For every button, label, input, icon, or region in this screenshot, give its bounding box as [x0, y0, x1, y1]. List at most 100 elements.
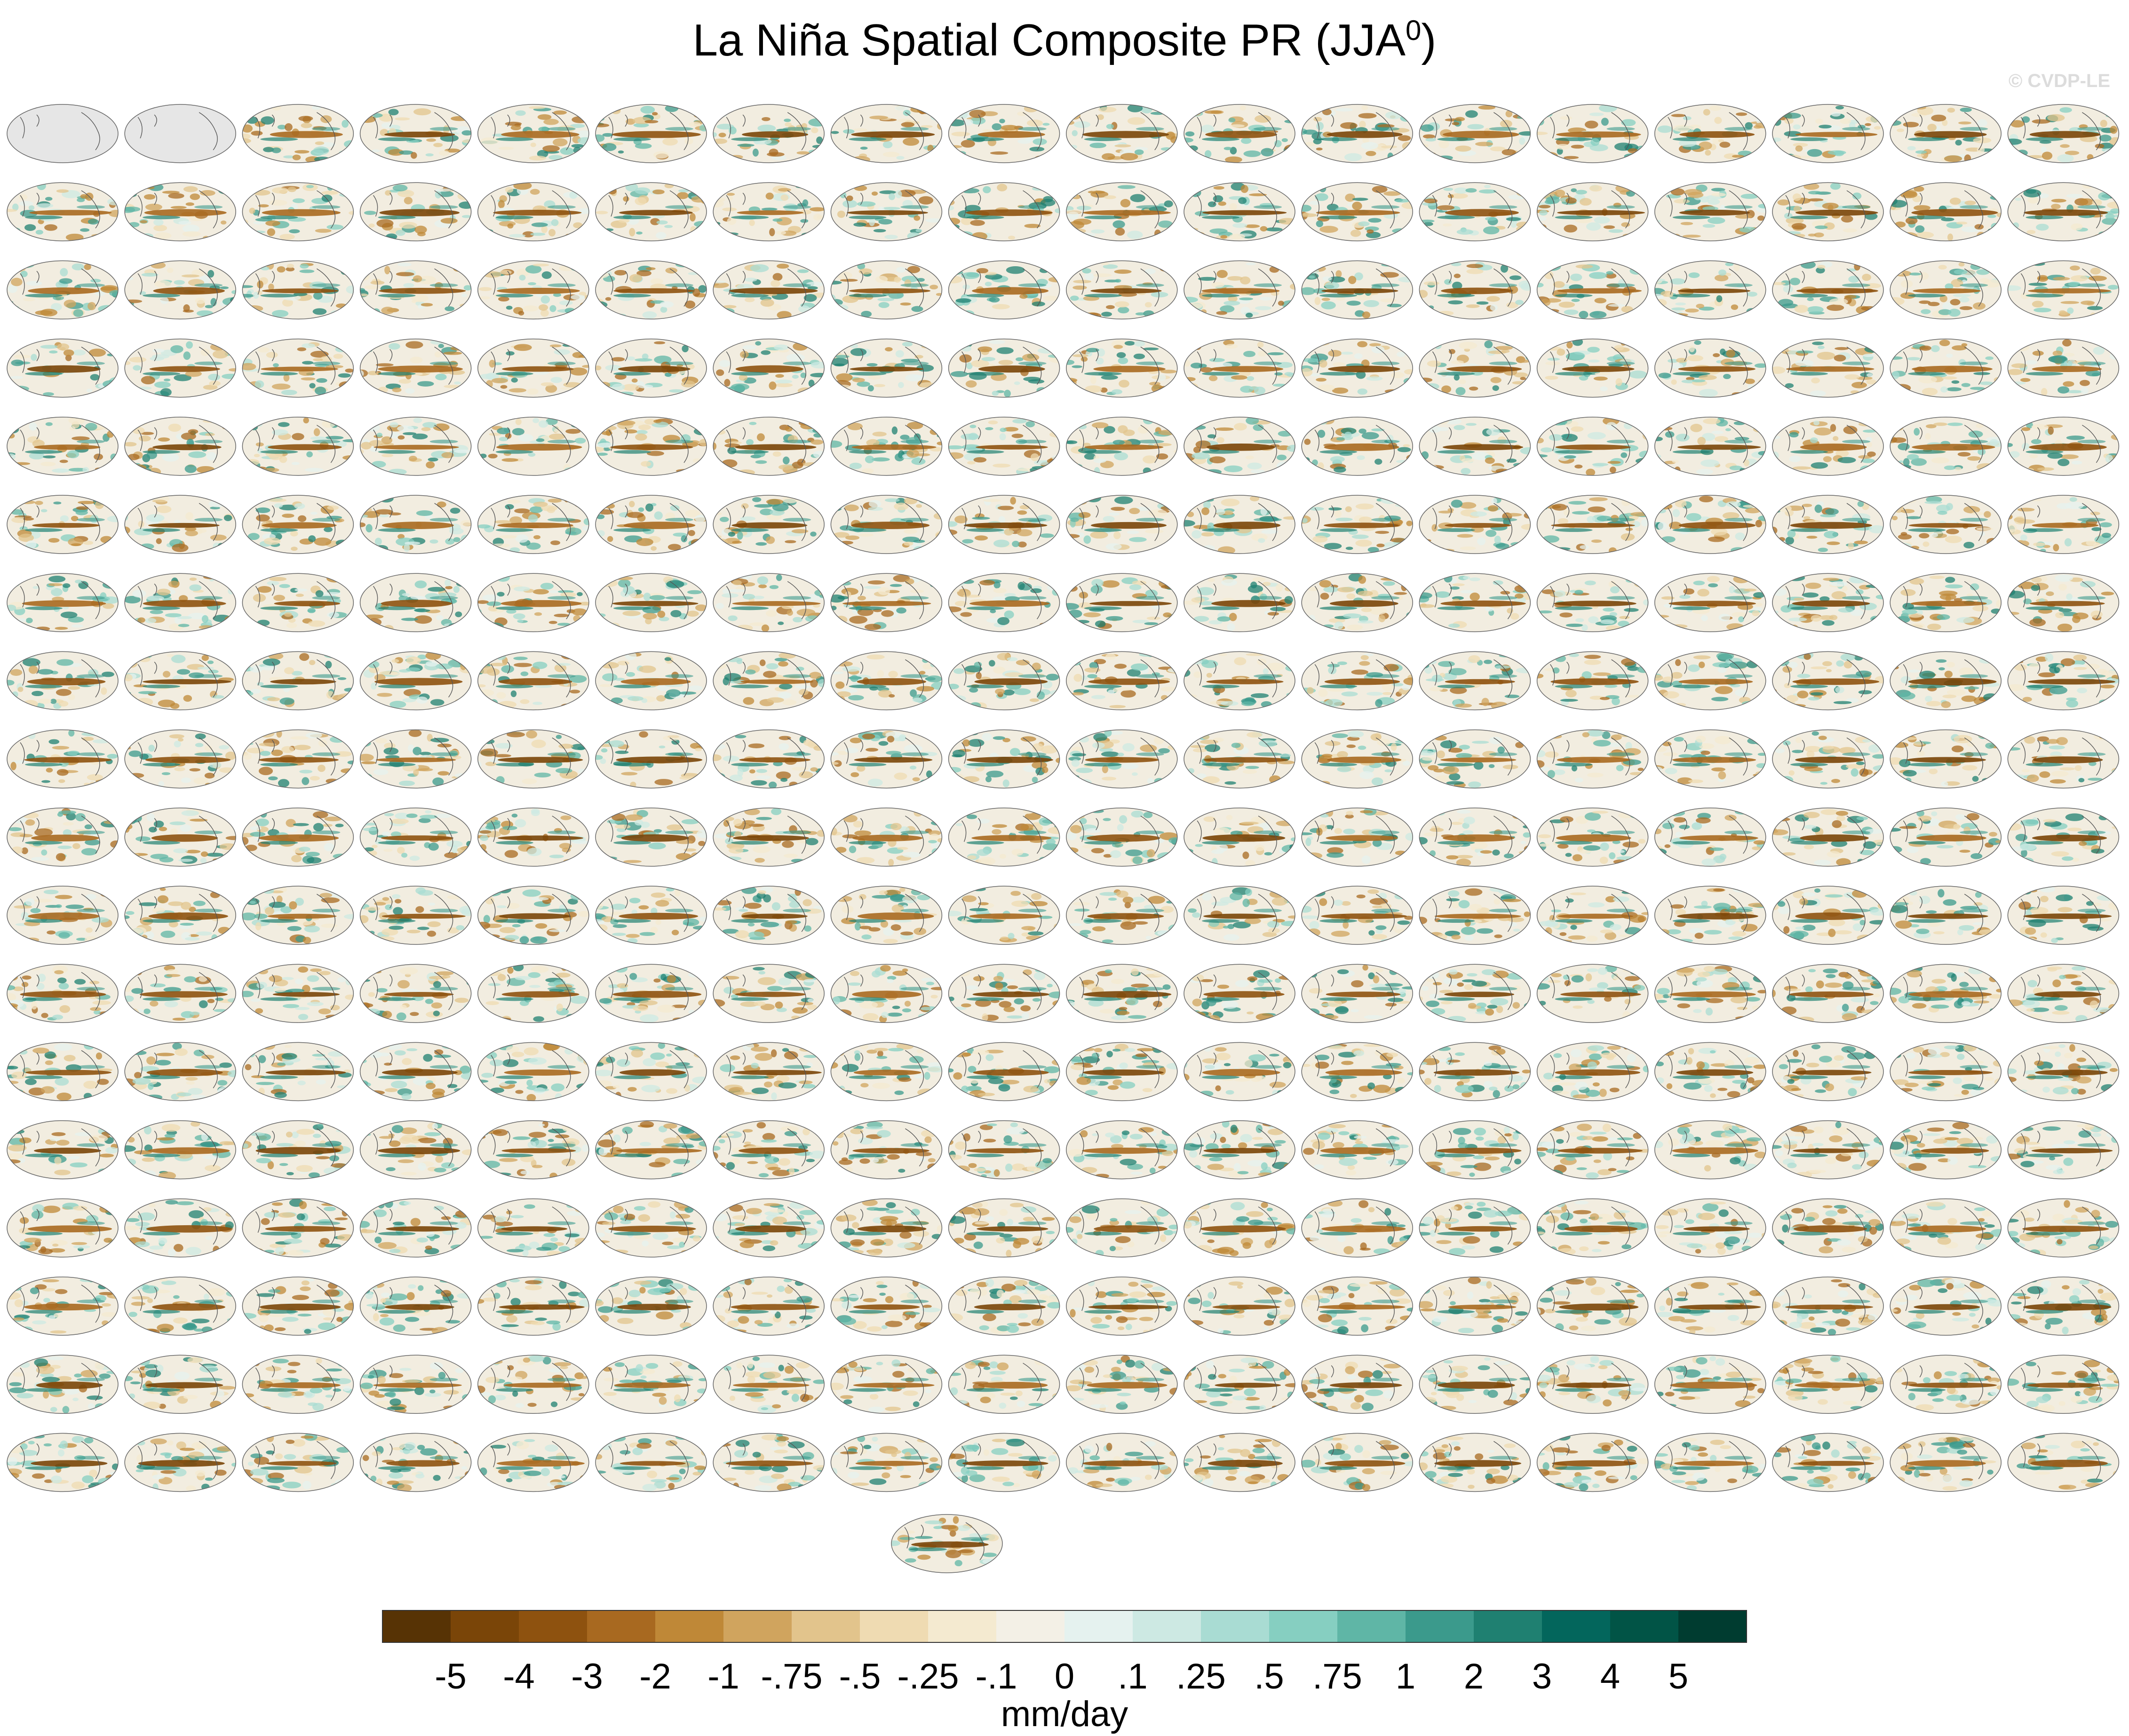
colorbar-tick-label: -2 [639, 1657, 671, 1696]
map-panel [948, 417, 1060, 476]
map-panel [242, 104, 354, 163]
map-panel [242, 886, 354, 945]
map-panel [2007, 1276, 2120, 1336]
map-panel [713, 964, 825, 1023]
map-panel [359, 182, 472, 241]
colorbar-tick-label: 4 [1600, 1657, 1620, 1696]
map-panel [242, 338, 354, 398]
map-panel [1654, 417, 1766, 476]
map-panel [1890, 1276, 2002, 1336]
map-panel [1772, 182, 1884, 241]
map-panel [2007, 260, 2120, 320]
map-panel [124, 1355, 236, 1414]
map-panel [242, 651, 354, 711]
map-panel [1772, 1042, 1884, 1102]
map-panel [1890, 1120, 2002, 1180]
map-panel [359, 729, 472, 789]
map-panel [595, 1198, 707, 1258]
map-panel [477, 1433, 589, 1492]
map-panel [1301, 338, 1413, 398]
map-panel [948, 573, 1060, 632]
map-panel [359, 808, 472, 867]
map-panel [1184, 1355, 1295, 1414]
map-panel [1772, 1433, 1884, 1492]
map-panel [1654, 1120, 1766, 1180]
map-panel [1890, 495, 2002, 554]
map-panel [595, 1042, 707, 1102]
colorbar-tick-label: .1 [1118, 1657, 1147, 1696]
colorbar-swatch [1542, 1610, 1611, 1642]
map-panel [830, 808, 943, 867]
map-panel [1184, 417, 1295, 476]
map-panel [1184, 1198, 1295, 1258]
map-panel [477, 886, 589, 945]
map-panel [830, 964, 943, 1023]
map-panel [1536, 651, 1649, 711]
colorbar-swatch [792, 1610, 860, 1642]
map-panel [242, 1276, 354, 1336]
map-panel [359, 886, 472, 945]
map-panel [1654, 104, 1766, 163]
map-panel [595, 417, 707, 476]
colorbar-swatch [655, 1610, 724, 1642]
map-panel [830, 886, 943, 945]
map-panel [1301, 1120, 1413, 1180]
map-panel [1066, 1120, 1178, 1180]
colorbar-tick-label: -.25 [898, 1657, 959, 1696]
map-panel [1536, 1120, 1649, 1180]
map-panel [1419, 1198, 1531, 1258]
map-panel [595, 651, 707, 711]
colorbar-swatch [928, 1610, 997, 1642]
map-panel [1654, 964, 1766, 1023]
map-panel [948, 1433, 1060, 1492]
map-panel [2007, 104, 2120, 163]
map-panel [2007, 182, 2120, 241]
map-panel [1654, 182, 1766, 241]
map-panel [1184, 964, 1295, 1023]
map-panel [1419, 729, 1531, 789]
map-panel [830, 260, 943, 320]
map-panel [1890, 808, 2002, 867]
map-panel [595, 729, 707, 789]
map-panel [124, 1198, 236, 1258]
colorbar-swatch [1610, 1610, 1679, 1642]
colorbar-tick-label: 3 [1532, 1657, 1552, 1696]
map-panel [713, 338, 825, 398]
map-panel [7, 1433, 119, 1492]
map-panel [1301, 104, 1413, 163]
colorbar-units: mm/day [1001, 1694, 1128, 1734]
map-panel [830, 495, 943, 554]
colorbar-tick-label: -.5 [839, 1657, 881, 1696]
colorbar-swatch [1201, 1610, 1270, 1642]
map-panel [124, 886, 236, 945]
map-panel [595, 886, 707, 945]
map-panel [1890, 104, 2002, 163]
map-panel [713, 886, 825, 945]
map-panel [1890, 1042, 2002, 1102]
map-panel [1419, 182, 1531, 241]
map-panel [1066, 182, 1178, 241]
map-panel [2007, 964, 2120, 1023]
map-panel [1772, 729, 1884, 789]
map-panel [1184, 1120, 1295, 1180]
map-panel [713, 495, 825, 554]
colorbar-tick-label: -4 [503, 1657, 535, 1696]
map-panel [1066, 338, 1178, 398]
map-panel [477, 1198, 589, 1258]
map-panel [1184, 1042, 1295, 1102]
map-panel [830, 417, 943, 476]
colorbar-tick-label: -.1 [976, 1657, 1017, 1696]
map-panel [948, 1042, 1060, 1102]
map-panel [1301, 729, 1413, 789]
map-panel [7, 260, 119, 320]
map-panel [124, 964, 236, 1023]
map-panel [1301, 495, 1413, 554]
map-panel [1419, 260, 1531, 320]
map-panel [359, 651, 472, 711]
colorbar-tick-label: 2 [1464, 1657, 1484, 1696]
map-panel [359, 1198, 472, 1258]
map-panel [1066, 808, 1178, 867]
map-panel [1654, 886, 1766, 945]
map-panel [948, 808, 1060, 867]
